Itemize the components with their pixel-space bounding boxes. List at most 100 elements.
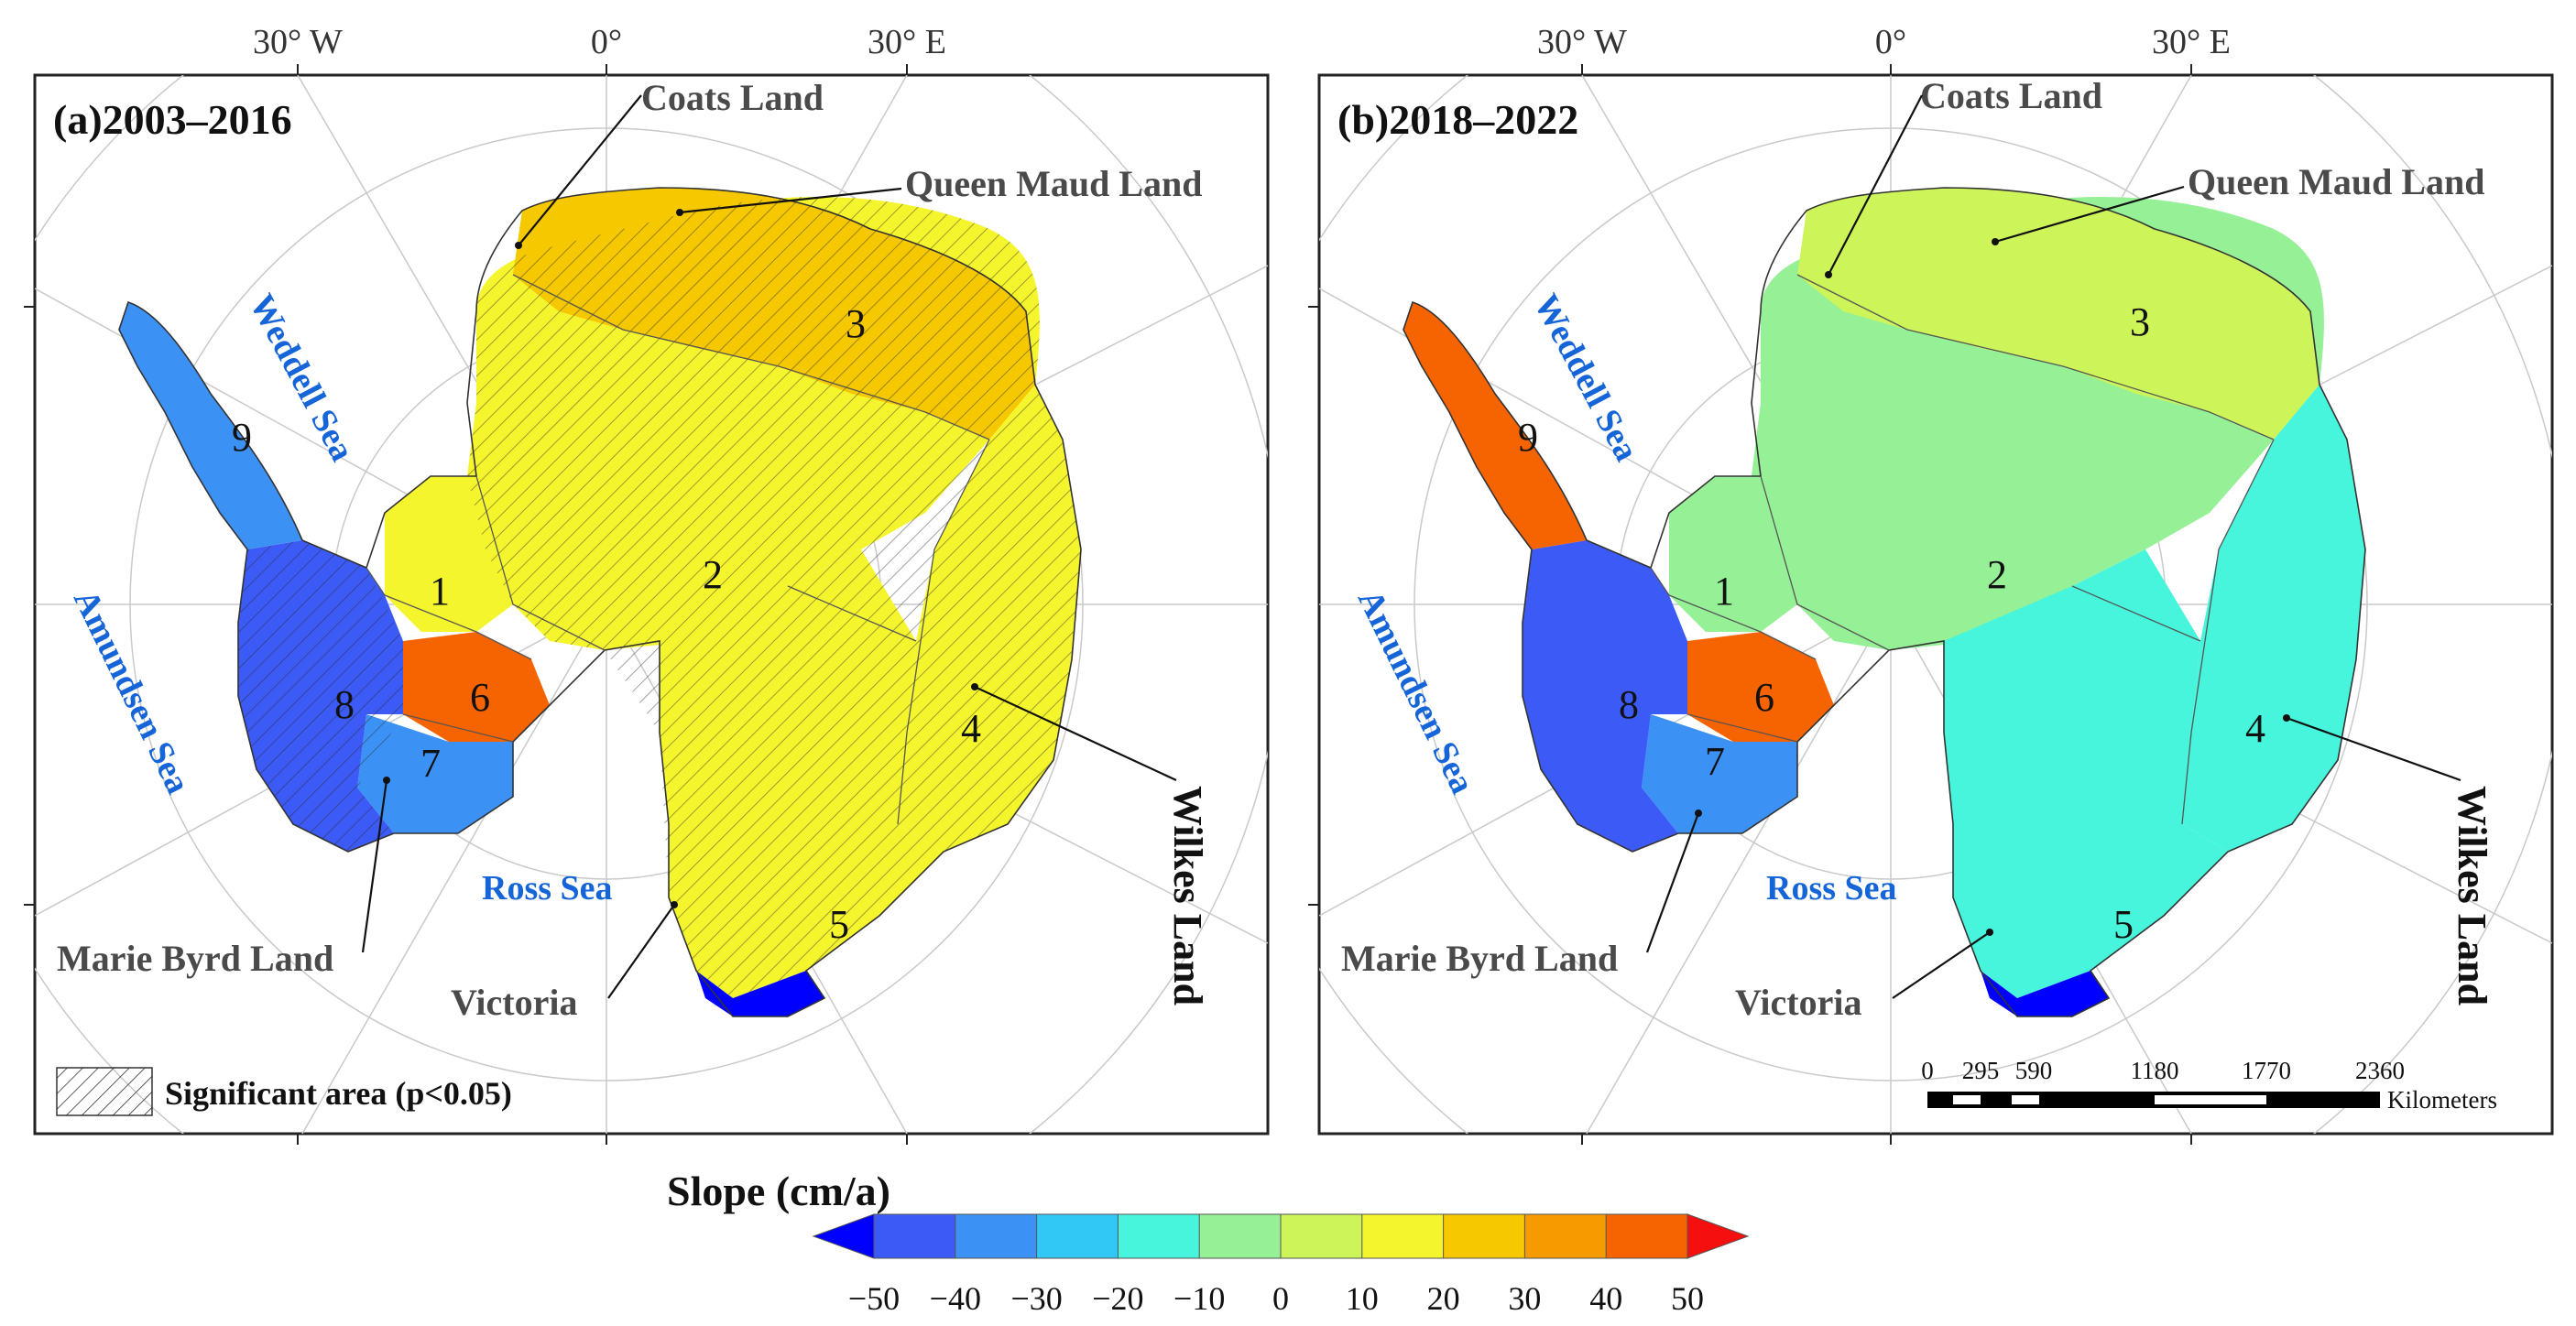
lon-label-0: 0°	[591, 23, 622, 61]
basin-3-region	[1797, 188, 2319, 440]
colorbar-cell	[1117, 1213, 1201, 1259]
coastline	[1403, 187, 2366, 1017]
significance-legend-swatch	[56, 1067, 153, 1116]
lon-label-30w: 30° W	[1537, 23, 1627, 61]
colorbar-cell	[1280, 1213, 1363, 1259]
basin-6-region	[403, 632, 550, 742]
basin-7-region	[357, 714, 513, 833]
basin-8-region	[1523, 540, 1687, 852]
basin-5-region	[1944, 549, 2228, 998]
basin-number-6: 6	[470, 675, 490, 720]
queen-maud-land-label: Queen Maud Land	[905, 163, 1203, 204]
basin-9-region	[1403, 302, 1587, 549]
lon-label-30e: 30° E	[2152, 23, 2231, 61]
colorbar-cell	[1605, 1213, 1688, 1259]
colorbar-tick-label: 0	[1272, 1280, 1289, 1317]
basin-number-2: 2	[1987, 552, 2007, 597]
colorbar-title: Slope (cm/a)	[667, 1168, 890, 1214]
ice-sheet-map	[1403, 187, 2366, 1017]
basin-number-2: 2	[703, 552, 723, 597]
basin-number-8: 8	[334, 682, 355, 727]
colorbar-cell	[1523, 1213, 1608, 1259]
basin-boundaries	[366, 274, 990, 825]
panel-b-title: (b)2018–2022	[1337, 96, 1578, 143]
colorbar-cell	[1198, 1213, 1282, 1259]
basin-4-region	[2182, 385, 2365, 852]
basin-number-4: 4	[961, 706, 981, 751]
basin-boundaries	[1650, 274, 2275, 825]
significance-hatching	[238, 197, 1081, 998]
colorbar-cells	[812, 1213, 1750, 1259]
lon-label-30e: 30° E	[868, 23, 946, 61]
basin-number-1: 1	[430, 569, 450, 614]
scale-tick-590: 590	[2015, 1057, 2053, 1084]
panel-a-title: (a)2003–2016	[53, 96, 292, 143]
basin-1-region	[1669, 476, 1797, 632]
scale-unit: Kilometers	[2387, 1086, 2497, 1114]
marie-byrd-land-label: Marie Byrd Land	[57, 938, 333, 979]
scale-tick-295: 295	[1962, 1057, 2000, 1084]
colorbar-tick-label: 50	[1671, 1280, 1704, 1317]
colorbar-tick-label: −10	[1173, 1280, 1225, 1317]
colorbar-extend-low	[812, 1213, 875, 1259]
basin-number-1: 1	[1714, 569, 1734, 614]
basin-number-4: 4	[2245, 706, 2265, 751]
basin-number-3: 3	[2130, 299, 2150, 344]
colorbar-tick-label: −30	[1010, 1280, 1062, 1317]
basin-7-region	[1642, 714, 1797, 833]
scale-bar: 0 295 590 1180 1770 2360 Kilometers	[1921, 1057, 2497, 1114]
lon-label-30w: 30° W	[253, 23, 343, 61]
wilkes-land-label: Wilkes Land	[1165, 786, 1210, 1005]
weddell-sea-label: Weddell Sea	[242, 288, 362, 468]
colorbar-tick-label: 30	[1508, 1280, 1541, 1317]
colorbar-tick-label: 40	[1589, 1280, 1622, 1317]
colorbar-cell	[1036, 1213, 1119, 1259]
colorbar-extend-high	[1686, 1213, 1750, 1259]
colorbar-tick-label: −20	[1092, 1280, 1143, 1317]
basin-6-region	[1687, 632, 1834, 742]
basin-number-3: 3	[846, 301, 866, 346]
queen-maud-land-label: Queen Maud Land	[2188, 161, 2485, 202]
basin-9-region	[119, 302, 302, 549]
colorbar: Slope (cm/a) −50 −40 −30 −20 −10 0 10 20 30 40 50	[667, 1168, 1750, 1317]
marie-byrd-land-label: Marie Byrd Land	[1341, 938, 1618, 979]
victoria-label: Victoria	[451, 982, 577, 1023]
amundsen-sea-label: Amundsen Sea	[66, 584, 198, 800]
amundsen-sea-label: Amundsen Sea	[1350, 584, 1482, 800]
basin-number-9: 9	[1518, 415, 1538, 460]
colorbar-tick-label: 10	[1346, 1280, 1379, 1317]
scale-tick-2360: 2360	[2355, 1057, 2405, 1084]
scale-tick-1180: 1180	[2131, 1057, 2179, 1084]
coats-land-label: Coats Land	[1920, 75, 2102, 116]
victoria-coast-region	[696, 971, 824, 1016]
basin-number-9: 9	[232, 415, 252, 460]
basin-number-5: 5	[2113, 902, 2134, 947]
colorbar-tick-label: −40	[930, 1280, 981, 1317]
basin-number-7: 7	[420, 741, 441, 786]
basin-number-6: 6	[1754, 675, 1774, 720]
coats-land-label: Coats Land	[641, 77, 824, 118]
victoria-label: Victoria	[1735, 982, 1861, 1023]
colorbar-cell	[955, 1213, 1038, 1259]
basin-number-5: 5	[829, 902, 849, 947]
lon-label-0: 0°	[1875, 23, 1906, 61]
colorbar-tick-label: 20	[1427, 1280, 1460, 1317]
colorbar-tick-label: −50	[848, 1280, 900, 1317]
ross-sea-label: Ross Sea	[1766, 869, 1897, 908]
wilkes-land-label: Wilkes Land	[2450, 786, 2494, 1005]
basin-number-8: 8	[1619, 682, 1639, 727]
victoria-coast-region	[1981, 971, 2109, 1016]
scale-tick-0: 0	[1921, 1057, 1934, 1084]
basin-number-7: 7	[1705, 739, 1725, 784]
panel-b: (b)2018–2022 30° W 0° 30° E Coats Land Q…	[1308, 23, 2554, 1145]
ross-sea-label: Ross Sea	[482, 869, 613, 908]
panel-a: (a)2003–2016 30° W 0° 30° E Coats Land Q…	[24, 23, 1270, 1145]
coastline	[118, 187, 1082, 1017]
weddell-sea-label: Weddell Sea	[1526, 288, 1646, 468]
scale-tick-1770: 1770	[2242, 1057, 2291, 1084]
colorbar-cell	[1443, 1213, 1526, 1259]
significance-legend-label: Significant area (p<0.05)	[165, 1075, 512, 1112]
colorbar-ticks: −50 −40 −30 −20 −10 0 10 20 30 40 50	[848, 1280, 1704, 1317]
colorbar-cell	[1361, 1213, 1445, 1259]
